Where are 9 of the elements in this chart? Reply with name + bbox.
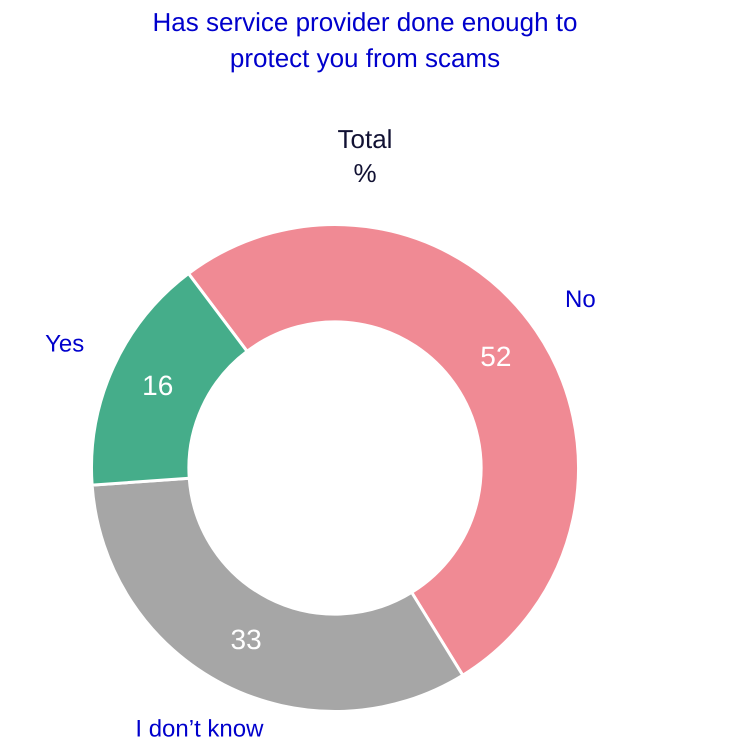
data-label: 33: [230, 624, 262, 656]
slice-label: I don’t know: [135, 716, 264, 743]
data-label: 52: [480, 340, 512, 372]
slice-label: Yes: [45, 330, 84, 358]
chart-title: Has service provider done enough to protect you from scams: [152, 6, 578, 75]
text: %: [352, 157, 378, 190]
data-label: 16: [142, 370, 174, 401]
chart-subtitle: Total: [336, 123, 394, 156]
slice-label: No: [564, 286, 596, 314]
